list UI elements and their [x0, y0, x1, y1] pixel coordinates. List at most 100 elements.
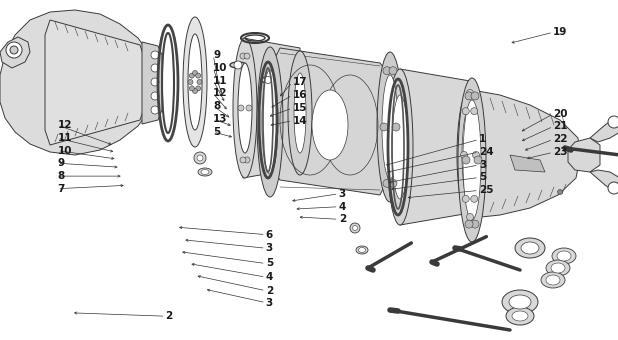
Ellipse shape	[541, 272, 565, 288]
Text: 12: 12	[213, 88, 227, 99]
Circle shape	[196, 86, 201, 91]
Polygon shape	[590, 170, 618, 192]
Circle shape	[474, 156, 482, 164]
Text: 17: 17	[292, 77, 307, 87]
Polygon shape	[468, 90, 580, 218]
Circle shape	[383, 179, 391, 187]
Circle shape	[471, 92, 479, 100]
Circle shape	[462, 156, 470, 164]
Text: 2: 2	[266, 286, 273, 296]
Circle shape	[465, 220, 473, 228]
Ellipse shape	[238, 63, 252, 153]
Circle shape	[389, 67, 397, 75]
Circle shape	[473, 152, 480, 158]
Ellipse shape	[463, 100, 481, 220]
Ellipse shape	[509, 295, 531, 309]
Ellipse shape	[188, 34, 202, 130]
Ellipse shape	[512, 311, 528, 321]
Ellipse shape	[521, 242, 539, 254]
Ellipse shape	[546, 260, 570, 276]
Text: 4: 4	[339, 202, 346, 212]
Circle shape	[462, 108, 469, 115]
Circle shape	[238, 105, 244, 111]
Text: 23: 23	[553, 147, 567, 157]
Text: 22: 22	[553, 134, 567, 144]
Circle shape	[188, 80, 193, 85]
Circle shape	[244, 157, 250, 163]
Text: 2: 2	[339, 214, 346, 224]
Text: 11: 11	[213, 75, 227, 86]
Polygon shape	[45, 20, 145, 145]
Text: 9: 9	[57, 158, 65, 168]
Text: 2: 2	[166, 311, 173, 321]
Ellipse shape	[557, 251, 571, 261]
Circle shape	[192, 88, 198, 94]
Text: 12: 12	[57, 120, 72, 130]
Ellipse shape	[462, 107, 478, 203]
Circle shape	[151, 92, 159, 100]
Ellipse shape	[515, 238, 545, 258]
Circle shape	[244, 53, 250, 59]
Ellipse shape	[261, 77, 275, 83]
Text: 3: 3	[266, 298, 273, 308]
Circle shape	[383, 67, 391, 75]
Text: 20: 20	[553, 109, 567, 119]
Ellipse shape	[377, 52, 403, 202]
Circle shape	[189, 86, 194, 91]
Circle shape	[189, 73, 194, 78]
Text: 5: 5	[213, 127, 221, 137]
Circle shape	[392, 123, 400, 131]
Text: 1: 1	[479, 134, 486, 144]
Text: 25: 25	[479, 185, 493, 195]
Polygon shape	[590, 118, 618, 142]
Text: 8: 8	[213, 101, 221, 111]
Text: 13: 13	[213, 114, 227, 124]
Text: 9: 9	[213, 50, 221, 60]
Polygon shape	[568, 138, 600, 172]
Text: 14: 14	[292, 116, 307, 126]
Circle shape	[6, 42, 22, 58]
Polygon shape	[0, 37, 30, 68]
Text: 3: 3	[266, 243, 273, 253]
Circle shape	[151, 64, 159, 72]
Ellipse shape	[201, 170, 209, 174]
Polygon shape	[270, 48, 390, 195]
Ellipse shape	[552, 248, 576, 264]
Circle shape	[151, 78, 159, 86]
Circle shape	[234, 61, 242, 69]
Ellipse shape	[387, 69, 413, 225]
Circle shape	[389, 179, 397, 187]
Ellipse shape	[457, 89, 483, 221]
Polygon shape	[243, 38, 300, 178]
Circle shape	[467, 89, 473, 97]
Ellipse shape	[506, 307, 534, 325]
Circle shape	[465, 92, 473, 100]
Circle shape	[265, 76, 271, 84]
Circle shape	[197, 80, 202, 85]
Circle shape	[608, 116, 618, 128]
Ellipse shape	[382, 75, 398, 179]
Text: 21: 21	[553, 121, 567, 132]
Circle shape	[196, 73, 201, 78]
Text: 11: 11	[57, 133, 72, 143]
Ellipse shape	[288, 51, 312, 175]
Text: 16: 16	[292, 90, 307, 100]
Polygon shape	[142, 42, 162, 124]
Circle shape	[10, 46, 18, 54]
Text: 3: 3	[479, 160, 486, 170]
Ellipse shape	[262, 70, 278, 174]
Circle shape	[471, 220, 479, 228]
Text: 7: 7	[57, 184, 65, 194]
Circle shape	[471, 195, 478, 202]
Circle shape	[194, 152, 206, 164]
Circle shape	[352, 225, 357, 231]
Ellipse shape	[458, 78, 486, 242]
Circle shape	[197, 155, 203, 161]
Text: 24: 24	[479, 147, 494, 157]
Ellipse shape	[183, 17, 207, 147]
Text: 3: 3	[339, 189, 346, 199]
Text: 15: 15	[292, 103, 307, 113]
Circle shape	[462, 195, 469, 202]
Circle shape	[380, 123, 388, 131]
Circle shape	[460, 152, 467, 158]
